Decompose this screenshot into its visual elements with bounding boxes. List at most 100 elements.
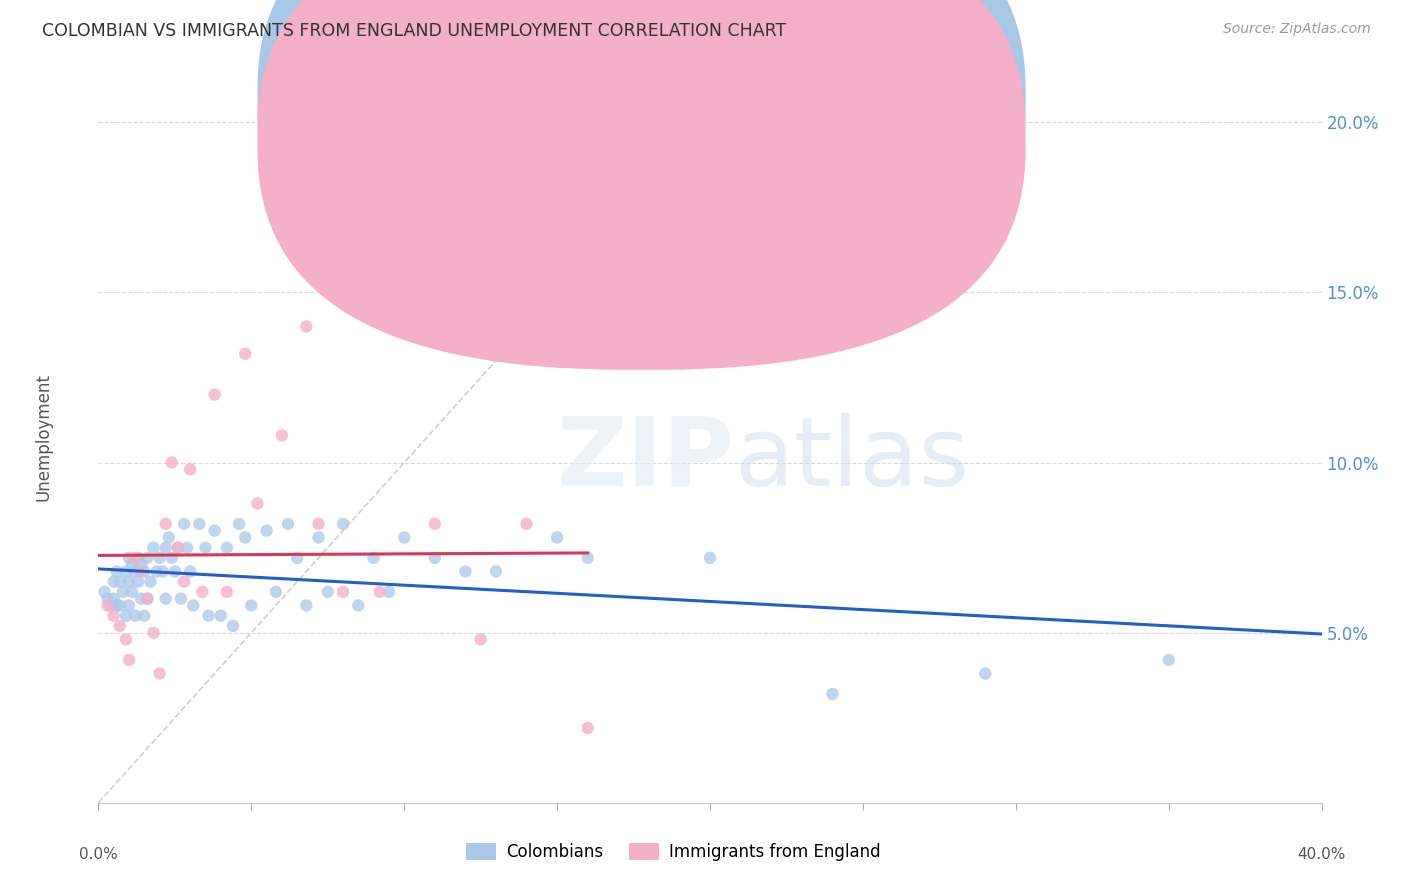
Point bbox=[139, 574, 162, 589]
Point bbox=[256, 524, 278, 538]
Point bbox=[118, 653, 141, 667]
Point bbox=[121, 558, 143, 572]
Point bbox=[295, 599, 318, 613]
Point bbox=[118, 550, 141, 565]
Text: N =: N = bbox=[810, 129, 851, 148]
Point bbox=[378, 585, 401, 599]
Point bbox=[270, 428, 292, 442]
Point bbox=[228, 516, 250, 531]
Point bbox=[264, 585, 287, 599]
Point bbox=[136, 591, 159, 606]
Point bbox=[157, 531, 180, 545]
Point bbox=[233, 531, 256, 545]
Point bbox=[179, 565, 201, 579]
Point bbox=[277, 516, 299, 531]
Text: 0.0%: 0.0% bbox=[79, 847, 118, 862]
Text: ZIP: ZIP bbox=[557, 412, 734, 506]
Point bbox=[576, 721, 599, 735]
Text: -0.158: -0.158 bbox=[734, 90, 799, 108]
Point bbox=[142, 625, 165, 640]
Point bbox=[134, 565, 156, 579]
Point bbox=[222, 619, 245, 633]
Point bbox=[115, 608, 138, 623]
Text: 40.0%: 40.0% bbox=[1298, 847, 1346, 862]
Point bbox=[191, 585, 214, 599]
Text: R =: R = bbox=[671, 129, 710, 148]
Point bbox=[160, 456, 183, 470]
Point bbox=[127, 550, 149, 565]
Point bbox=[423, 516, 446, 531]
Point bbox=[821, 687, 844, 701]
Point bbox=[115, 565, 138, 579]
Point bbox=[105, 565, 128, 579]
Point bbox=[173, 574, 195, 589]
Point bbox=[142, 541, 165, 555]
Point bbox=[136, 591, 159, 606]
Text: 0.316: 0.316 bbox=[734, 129, 792, 148]
Point bbox=[1157, 653, 1180, 667]
Point bbox=[181, 599, 204, 613]
Point bbox=[145, 565, 167, 579]
Point bbox=[285, 550, 308, 565]
Point bbox=[93, 585, 115, 599]
Point bbox=[423, 550, 446, 565]
Text: COLOMBIAN VS IMMIGRANTS FROM ENGLAND UNEMPLOYMENT CORRELATION CHART: COLOMBIAN VS IMMIGRANTS FROM ENGLAND UNE… bbox=[42, 22, 786, 40]
Point bbox=[576, 550, 599, 565]
Point bbox=[204, 387, 226, 401]
Point bbox=[209, 608, 232, 623]
Point bbox=[176, 541, 198, 555]
Point bbox=[163, 565, 186, 579]
Point bbox=[121, 585, 143, 599]
Point bbox=[368, 585, 391, 599]
Point bbox=[197, 608, 219, 623]
Point bbox=[111, 585, 134, 599]
Point bbox=[170, 591, 193, 606]
Point bbox=[118, 574, 141, 589]
Point bbox=[97, 599, 120, 613]
Text: R =: R = bbox=[671, 90, 710, 108]
Point bbox=[136, 550, 159, 565]
Point bbox=[160, 550, 183, 565]
Point bbox=[316, 585, 339, 599]
Point bbox=[332, 585, 354, 599]
Point bbox=[129, 591, 152, 606]
Point bbox=[173, 516, 195, 531]
Point bbox=[215, 585, 238, 599]
Text: Source: ZipAtlas.com: Source: ZipAtlas.com bbox=[1223, 22, 1371, 37]
Text: 29: 29 bbox=[872, 129, 897, 148]
Point bbox=[699, 550, 721, 565]
Point bbox=[204, 524, 226, 538]
Point bbox=[115, 632, 138, 647]
Point bbox=[108, 574, 131, 589]
Point bbox=[124, 608, 146, 623]
Point bbox=[134, 608, 156, 623]
Point bbox=[308, 516, 330, 531]
Point bbox=[124, 550, 146, 565]
Point bbox=[129, 565, 152, 579]
Point bbox=[363, 550, 385, 565]
Point bbox=[246, 496, 269, 510]
Text: 75: 75 bbox=[872, 90, 897, 108]
Point bbox=[516, 516, 538, 531]
Point bbox=[127, 574, 149, 589]
Point bbox=[149, 666, 172, 681]
Text: atlas: atlas bbox=[734, 412, 970, 506]
Point bbox=[347, 599, 370, 613]
Point bbox=[152, 565, 174, 579]
Point bbox=[108, 619, 131, 633]
Point bbox=[155, 541, 177, 555]
Point bbox=[103, 591, 125, 606]
Point bbox=[332, 516, 354, 531]
FancyBboxPatch shape bbox=[257, 0, 1025, 330]
Point bbox=[308, 531, 330, 545]
Point bbox=[108, 599, 131, 613]
Point bbox=[155, 516, 177, 531]
Point bbox=[167, 541, 190, 555]
Point bbox=[103, 608, 125, 623]
Point bbox=[454, 565, 477, 579]
Text: N =: N = bbox=[810, 90, 851, 108]
Point bbox=[167, 541, 190, 555]
Point bbox=[155, 591, 177, 606]
Point bbox=[129, 558, 152, 572]
Point bbox=[392, 531, 416, 545]
